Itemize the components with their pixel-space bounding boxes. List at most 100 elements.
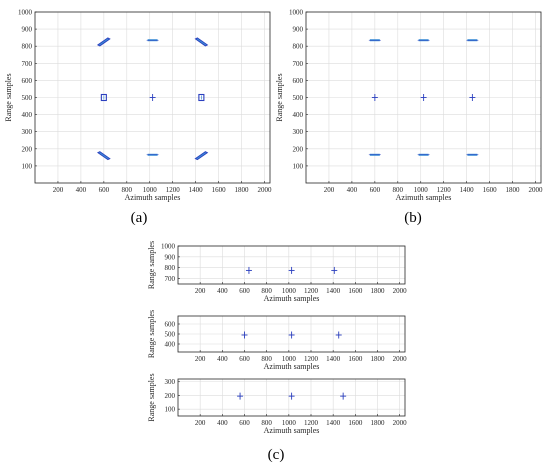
x-tick-label: 1800 xyxy=(371,419,386,427)
y-tick-label: 700 xyxy=(22,60,33,68)
point-target-cross xyxy=(245,266,252,274)
plot-frame xyxy=(177,245,406,285)
y-tick-label: 700 xyxy=(293,60,304,68)
x-tick-label: 400 xyxy=(217,419,228,427)
y-axis-label: Range samples xyxy=(147,373,156,421)
point-target-box xyxy=(198,93,205,102)
y-tick-label: 600 xyxy=(293,77,304,85)
y-tick-label: 100 xyxy=(293,162,304,170)
y-tick-label: 800 xyxy=(22,43,33,51)
x-tick-label: 800 xyxy=(122,186,133,194)
x-tick-label: 1800 xyxy=(371,287,386,295)
x-tick-label: 600 xyxy=(239,419,250,427)
point-target-cross xyxy=(237,392,244,400)
chart-a: 200 400 600 800 1000 1200 1400 1600 1800 2000 100 2… xyxy=(4,9,272,203)
y-tick-label: 400 xyxy=(293,111,304,119)
x-tick-label: 2000 xyxy=(528,186,543,194)
chart-c1: 200 400 600 800 1000 1200 1400 1600 1800 2000 700 8… xyxy=(147,241,407,303)
point-target-slant xyxy=(96,151,111,161)
point-target-bar xyxy=(466,153,479,156)
point-target-cross xyxy=(420,94,427,101)
y-tick-label: 500 xyxy=(293,94,304,102)
x-tick-label: 200 xyxy=(195,287,206,295)
y-axis-label: Range samples xyxy=(4,73,13,121)
x-tick-label: 1200 xyxy=(304,287,319,295)
x-tick-label: 1000 xyxy=(414,186,429,194)
point-target-bar xyxy=(466,39,479,42)
point-target-cross xyxy=(241,331,248,339)
y-tick-label: 500 xyxy=(22,94,33,102)
chart-b: 200 400 600 800 1000 1200 1400 1600 1800 2000 100 2… xyxy=(275,9,543,203)
y-tick-label: 600 xyxy=(22,77,33,85)
y-tick-label: 600 xyxy=(165,321,176,329)
y-tick-label: 1000 xyxy=(161,243,176,251)
x-tick-label: 600 xyxy=(99,186,110,194)
y-tick-label: 900 xyxy=(165,253,176,261)
x-tick-label: 2000 xyxy=(393,287,408,295)
caption-c: (c) xyxy=(268,447,285,463)
x-tick-label: 1600 xyxy=(212,186,227,194)
x-tick-label: 1200 xyxy=(437,186,452,194)
y-tick-label: 500 xyxy=(165,331,176,339)
x-tick-label: 200 xyxy=(53,186,64,194)
x-tick-label: 600 xyxy=(239,287,250,295)
x-axis-label: Azimuth samples xyxy=(264,294,320,303)
x-axis-label: Azimuth samples xyxy=(264,362,320,371)
x-tick-label: 2000 xyxy=(257,186,272,194)
x-tick-label: 1600 xyxy=(348,419,363,427)
y-tick-label: 700 xyxy=(165,275,176,283)
x-tick-label: 1800 xyxy=(371,355,386,363)
y-tick-label: 100 xyxy=(22,162,33,170)
x-tick-label: 1600 xyxy=(483,186,498,194)
y-tick-label: 400 xyxy=(165,341,176,349)
y-axis-label: Range samples xyxy=(275,73,284,121)
x-tick-label: 1000 xyxy=(282,419,297,427)
x-tick-label: 1400 xyxy=(189,186,204,194)
box-outline xyxy=(198,93,205,102)
x-tick-label: 1200 xyxy=(304,419,319,427)
x-tick-label: 200 xyxy=(195,355,206,363)
x-axis-label: Azimuth samples xyxy=(125,193,181,202)
y-tick-label: 300 xyxy=(22,128,33,136)
y-tick-label: 1000 xyxy=(18,9,33,17)
x-tick-label: 1000 xyxy=(143,186,158,194)
point-target-cross xyxy=(288,266,295,274)
point-target-slant xyxy=(194,37,209,47)
y-axis-label: Range samples xyxy=(147,241,156,289)
x-tick-label: 400 xyxy=(217,355,228,363)
x-tick-label: 1400 xyxy=(326,287,341,295)
slant-body xyxy=(96,37,111,47)
plot-frame xyxy=(177,378,406,417)
y-tick-label: 1000 xyxy=(289,9,304,17)
point-target-cross xyxy=(149,94,156,101)
x-tick-label: 1400 xyxy=(326,419,341,427)
x-tick-label: 1000 xyxy=(282,355,297,363)
caption-b: (b) xyxy=(404,210,422,226)
x-tick-label: 400 xyxy=(347,186,358,194)
y-tick-label: 900 xyxy=(22,26,33,34)
x-tick-label: 800 xyxy=(261,419,272,427)
point-target-box xyxy=(100,93,107,102)
x-tick-label: 800 xyxy=(261,287,272,295)
point-target-bar xyxy=(417,153,430,156)
point-target-slant xyxy=(96,37,111,47)
point-target-bar xyxy=(368,153,381,156)
y-tick-label: 900 xyxy=(293,26,304,34)
point-target-slant xyxy=(194,151,209,161)
y-tick-label: 200 xyxy=(165,392,176,400)
point-target-cross xyxy=(335,331,342,339)
x-tick-label: 400 xyxy=(217,287,228,295)
y-tick-label: 800 xyxy=(165,264,176,272)
caption-a: (a) xyxy=(131,210,148,226)
point-target-cross xyxy=(340,392,347,400)
x-tick-label: 400 xyxy=(76,186,87,194)
x-tick-label: 1800 xyxy=(235,186,250,194)
x-axis-label: Azimuth samples xyxy=(396,193,452,202)
point-target-cross xyxy=(371,94,378,101)
y-axis-label: Range samples xyxy=(147,310,156,358)
x-tick-label: 800 xyxy=(261,355,272,363)
x-tick-label: 1400 xyxy=(326,355,341,363)
box-outline xyxy=(100,93,107,102)
x-tick-label: 1800 xyxy=(506,186,521,194)
